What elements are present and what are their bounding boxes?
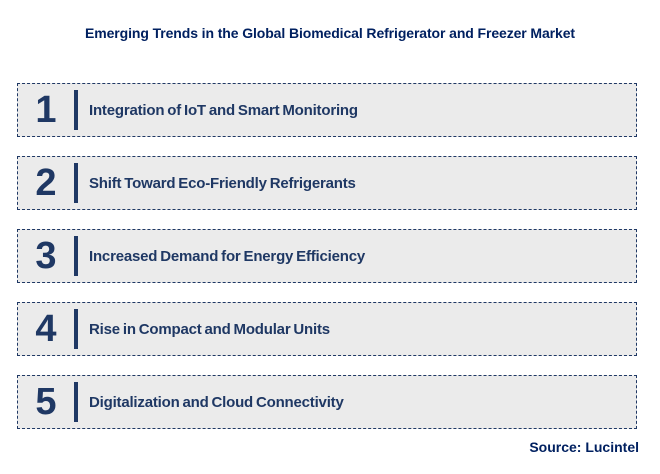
trend-label: Shift Toward Eco-Friendly Refrigerants (89, 174, 356, 192)
trend-number: 2 (35, 162, 57, 204)
divider-bar (74, 382, 78, 422)
trend-label: Digitalization and Cloud Connectivity (89, 393, 344, 411)
divider-bar (74, 163, 78, 203)
source-note: Source: Lucintel (529, 439, 639, 455)
trend-item-4: 4 Rise in Compact and Modular Units (17, 302, 637, 356)
trend-label: Rise in Compact and Modular Units (89, 320, 330, 338)
trend-item-5: 5 Digitalization and Cloud Connectivity (17, 375, 637, 429)
trend-label: Integration of IoT and Smart Monitoring (89, 101, 358, 119)
divider-bar (74, 236, 78, 276)
trend-label: Increased Demand for Energy Efficiency (89, 247, 366, 265)
trend-number: 5 (35, 381, 57, 423)
trend-list: 1 Integration of IoT and Smart Monitorin… (17, 83, 637, 448)
divider-bar (74, 309, 78, 349)
trend-number: 3 (35, 235, 57, 277)
divider-bar (74, 90, 78, 130)
trend-item-1: 1 Integration of IoT and Smart Monitorin… (17, 83, 637, 137)
page-title: Emerging Trends in the Global Biomedical… (85, 25, 575, 41)
trend-item-3: 3 Increased Demand for Energy Efficiency (17, 229, 637, 283)
trend-item-2: 2 Shift Toward Eco-Friendly Refrigerants (17, 156, 637, 210)
trend-number: 1 (35, 89, 57, 131)
trend-number: 4 (35, 308, 57, 350)
